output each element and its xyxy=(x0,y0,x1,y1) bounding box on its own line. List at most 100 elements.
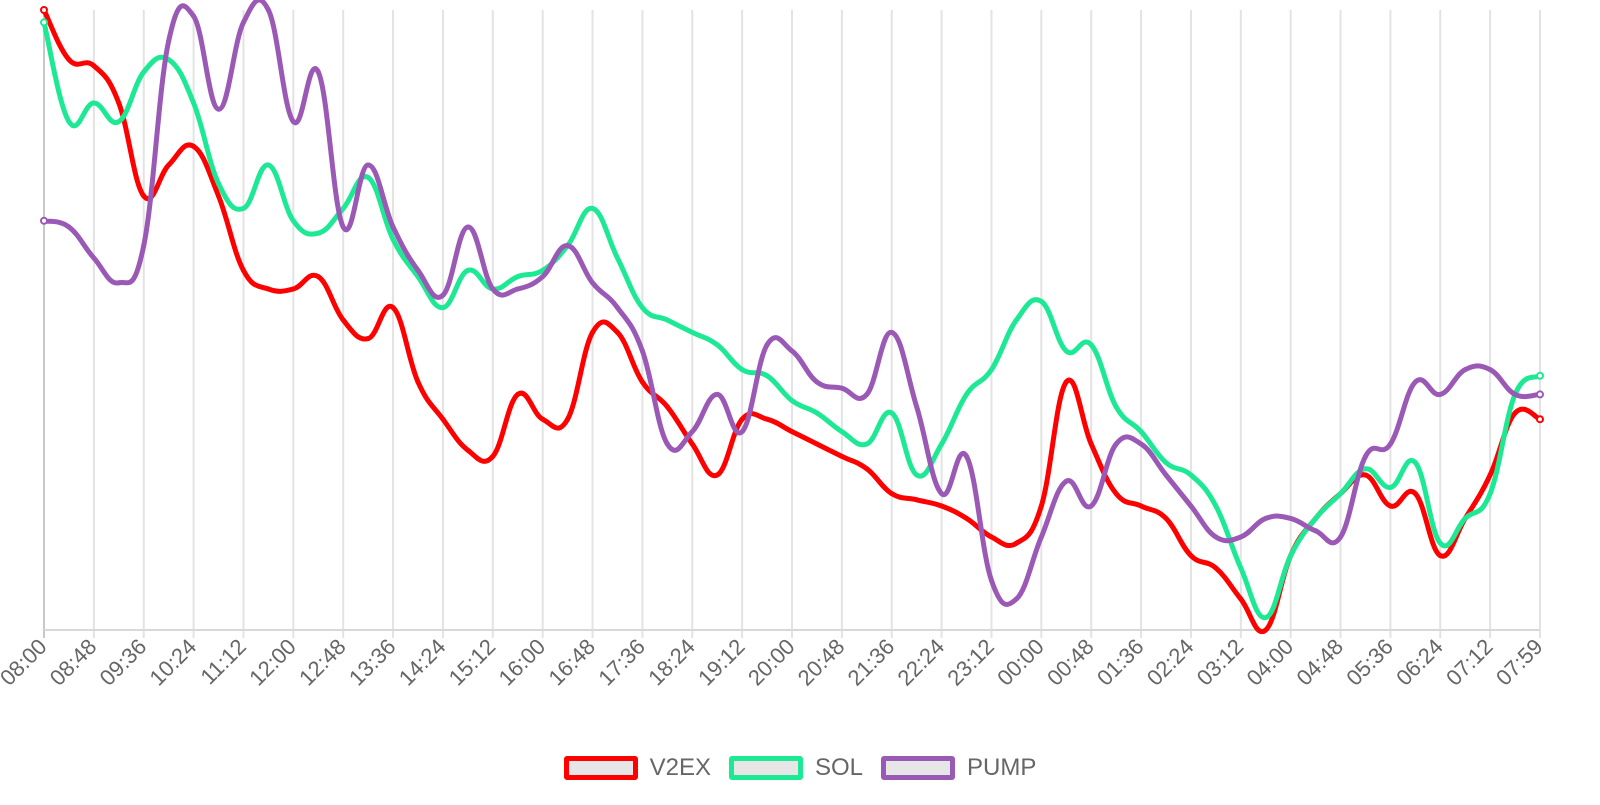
data-point-pump[interactable] xyxy=(240,19,246,25)
data-point-pump[interactable] xyxy=(91,255,97,261)
data-point-pump[interactable] xyxy=(639,348,645,354)
data-point-sol[interactable] xyxy=(1038,298,1044,304)
data-point-sol[interactable] xyxy=(1313,515,1319,521)
data-point-sol[interactable] xyxy=(1013,317,1019,323)
data-point-sol[interactable] xyxy=(1412,460,1418,466)
data-point-sol[interactable] xyxy=(664,317,670,323)
data-point-sol[interactable] xyxy=(240,205,246,211)
data-point-v2ex[interactable] xyxy=(1487,472,1493,478)
data-point-v2ex[interactable] xyxy=(265,286,271,292)
data-point-pump[interactable] xyxy=(515,286,521,292)
data-point-v2ex[interactable] xyxy=(714,472,720,478)
data-point-sol[interactable] xyxy=(964,391,970,397)
data-point-pump[interactable] xyxy=(141,243,147,249)
data-point-v2ex[interactable] xyxy=(664,404,670,410)
data-point-sol[interactable] xyxy=(340,205,346,211)
data-point-pump[interactable] xyxy=(1362,453,1368,459)
data-point-sol[interactable] xyxy=(40,18,48,27)
data-point-sol[interactable] xyxy=(988,367,994,373)
data-point-v2ex[interactable] xyxy=(614,329,620,335)
data-point-v2ex[interactable] xyxy=(465,447,471,453)
data-point-sol[interactable] xyxy=(116,119,122,125)
data-point-v2ex[interactable] xyxy=(1387,503,1393,509)
data-point-sol[interactable] xyxy=(1487,491,1493,497)
data-point-sol[interactable] xyxy=(1362,466,1368,472)
data-point-sol[interactable] xyxy=(1213,503,1219,509)
data-point-sol[interactable] xyxy=(440,305,446,311)
data-point-pump[interactable] xyxy=(1412,379,1418,385)
data-point-sol[interactable] xyxy=(814,410,820,416)
data-point-sol[interactable] xyxy=(141,69,147,75)
data-point-pump[interactable] xyxy=(365,162,371,168)
data-point-sol[interactable] xyxy=(590,205,596,211)
data-point-pump[interactable] xyxy=(1088,503,1094,509)
data-point-sol[interactable] xyxy=(714,342,720,348)
data-point-v2ex[interactable] xyxy=(365,336,371,342)
data-point-pump[interactable] xyxy=(839,385,845,391)
data-point-pump[interactable] xyxy=(166,38,172,44)
data-point-pump[interactable] xyxy=(1437,391,1443,397)
data-point-pump[interactable] xyxy=(1063,478,1069,484)
data-point-v2ex[interactable] xyxy=(1138,503,1144,509)
data-point-v2ex[interactable] xyxy=(1263,627,1269,633)
data-point-pump[interactable] xyxy=(1238,534,1244,540)
data-point-sol[interactable] xyxy=(1263,615,1269,621)
data-point-pump[interactable] xyxy=(1138,441,1144,447)
data-point-v2ex[interactable] xyxy=(1013,540,1019,546)
data-point-sol[interactable] xyxy=(764,373,770,379)
data-point-pump[interactable] xyxy=(1263,515,1269,521)
data-point-sol[interactable] xyxy=(739,367,745,373)
data-point-sol[interactable] xyxy=(889,410,895,416)
data-point-pump[interactable] xyxy=(191,13,197,19)
data-point-v2ex[interactable] xyxy=(639,379,645,385)
data-point-pump[interactable] xyxy=(1113,441,1119,447)
data-point-sol[interactable] xyxy=(614,255,620,261)
data-point-pump[interactable] xyxy=(116,280,122,286)
data-point-pump[interactable] xyxy=(1338,534,1344,540)
data-point-sol[interactable] xyxy=(1113,404,1119,410)
data-point-pump[interactable] xyxy=(964,453,970,459)
data-point-v2ex[interactable] xyxy=(689,441,695,447)
data-point-sol[interactable] xyxy=(1063,348,1069,354)
data-point-v2ex[interactable] xyxy=(1163,515,1169,521)
data-point-sol[interactable] xyxy=(789,398,795,404)
data-point-pump[interactable] xyxy=(789,348,795,354)
data-point-sol[interactable] xyxy=(540,267,546,273)
data-point-v2ex[interactable] xyxy=(91,63,97,69)
data-point-v2ex[interactable] xyxy=(1512,410,1518,416)
data-point-v2ex[interactable] xyxy=(1038,503,1044,509)
data-point-sol[interactable] xyxy=(66,119,72,125)
data-point-pump[interactable] xyxy=(864,391,870,397)
data-point-pump[interactable] xyxy=(565,243,571,249)
data-point-v2ex[interactable] xyxy=(540,416,546,422)
data-point-sol[interactable] xyxy=(465,267,471,273)
data-point-pump[interactable] xyxy=(814,379,820,385)
data-point-v2ex[interactable] xyxy=(964,515,970,521)
data-point-v2ex[interactable] xyxy=(315,274,321,280)
data-point-v2ex[interactable] xyxy=(415,379,421,385)
data-point-pump[interactable] xyxy=(415,267,421,273)
data-point-pump[interactable] xyxy=(40,216,48,225)
data-point-pump[interactable] xyxy=(66,224,72,230)
data-point-pump[interactable] xyxy=(440,292,446,298)
data-point-sol[interactable] xyxy=(515,274,521,280)
data-point-v2ex[interactable] xyxy=(1238,596,1244,602)
data-point-sol[interactable] xyxy=(1437,540,1443,546)
data-point-pump[interactable] xyxy=(1536,390,1544,399)
data-point-v2ex[interactable] xyxy=(1362,472,1368,478)
data-point-pump[interactable] xyxy=(590,280,596,286)
data-point-v2ex[interactable] xyxy=(864,466,870,472)
data-point-pump[interactable] xyxy=(714,391,720,397)
data-point-v2ex[interactable] xyxy=(939,503,945,509)
data-point-pump[interactable] xyxy=(216,106,222,112)
data-point-sol[interactable] xyxy=(864,441,870,447)
data-point-v2ex[interactable] xyxy=(914,497,920,503)
data-point-v2ex[interactable] xyxy=(40,6,48,14)
data-point-sol[interactable] xyxy=(1387,484,1393,490)
data-point-v2ex[interactable] xyxy=(1213,565,1219,571)
data-point-pump[interactable] xyxy=(614,305,620,311)
data-point-v2ex[interactable] xyxy=(515,391,521,397)
data-point-sol[interactable] xyxy=(390,236,396,242)
data-point-sol[interactable] xyxy=(1288,553,1294,559)
data-point-pump[interactable] xyxy=(664,441,670,447)
